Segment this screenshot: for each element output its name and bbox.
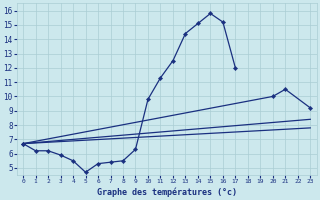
X-axis label: Graphe des températures (°c): Graphe des températures (°c) (97, 187, 237, 197)
